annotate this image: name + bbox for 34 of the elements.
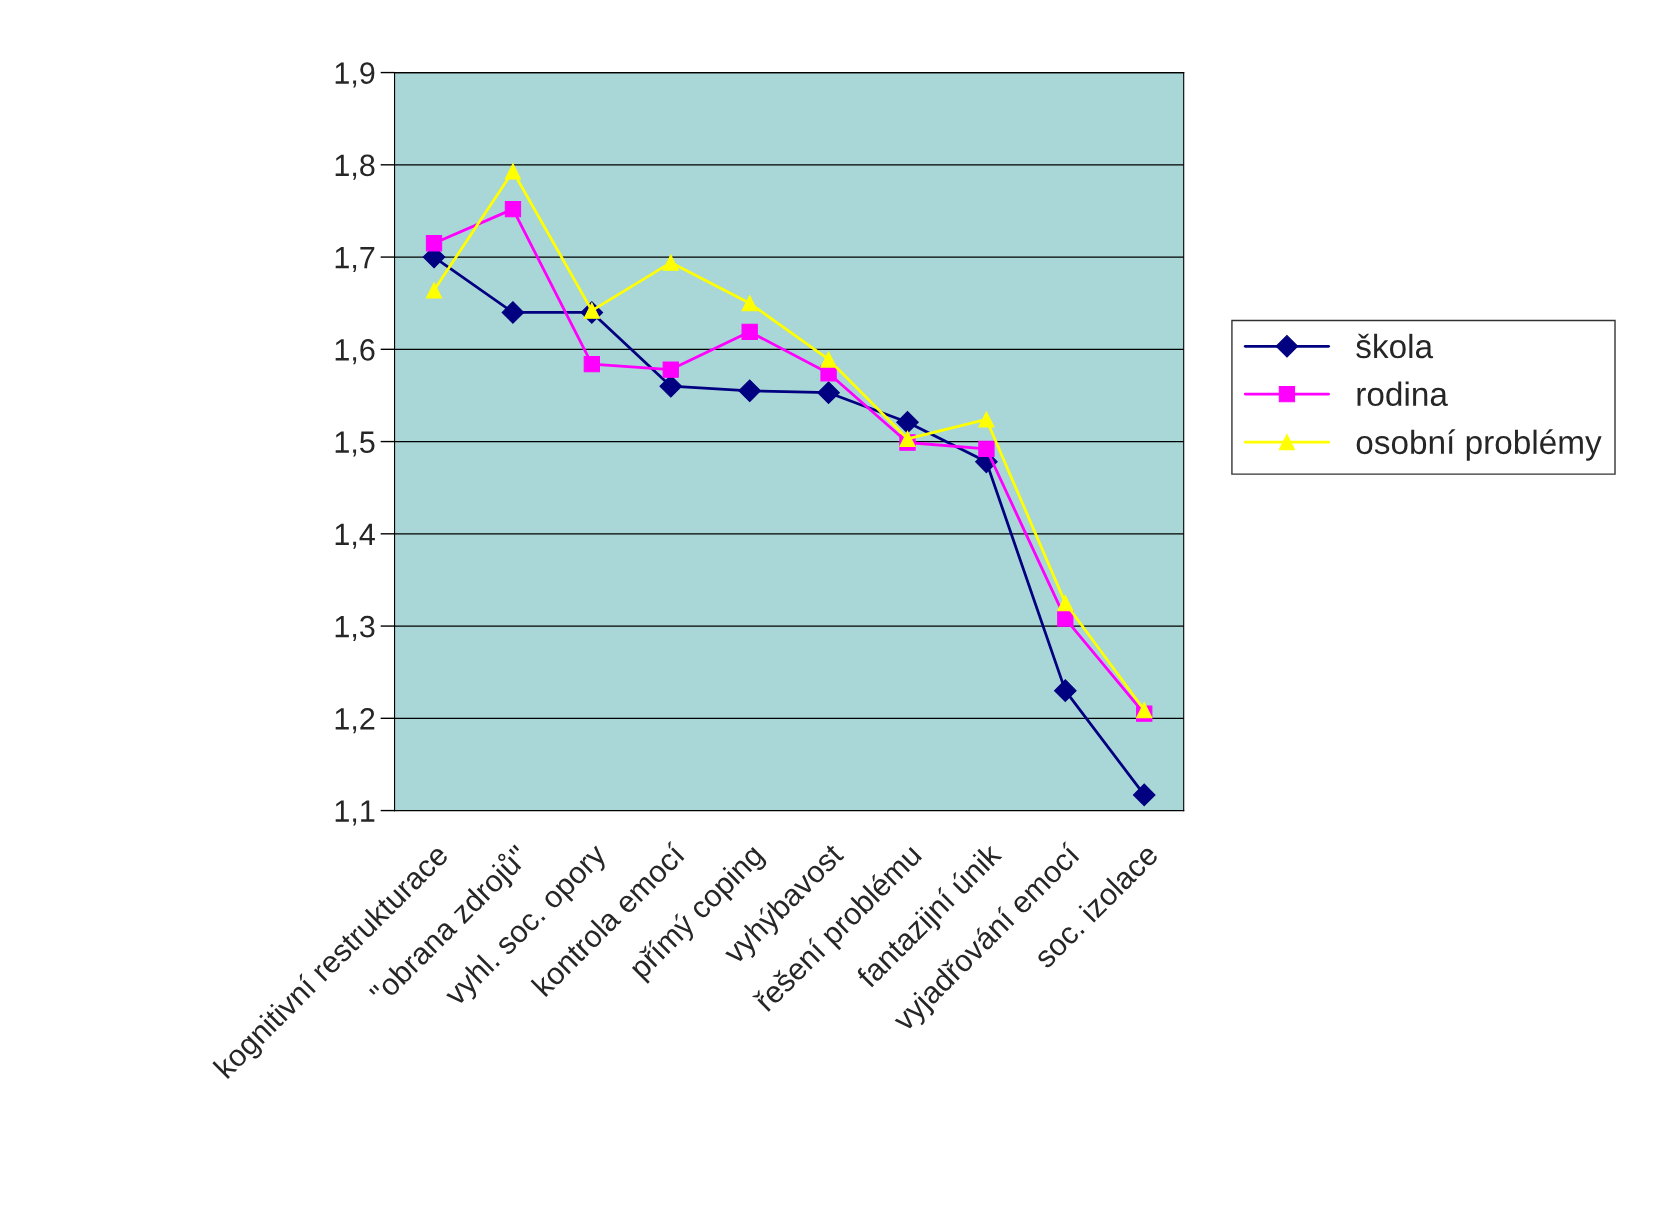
point	[1057, 594, 1074, 612]
legend-label: rodina	[1357, 381, 1448, 407]
point	[1057, 610, 1074, 627]
point	[1054, 679, 1077, 702]
point	[501, 301, 525, 324]
y-tick-label: 1,5	[335, 431, 375, 457]
point	[738, 379, 761, 403]
point	[978, 440, 995, 458]
point	[662, 361, 679, 378]
point	[978, 411, 995, 428]
point	[741, 323, 758, 340]
legend-label: osobní problémy	[1356, 429, 1602, 461]
point	[896, 410, 919, 434]
point	[662, 254, 679, 271]
point	[817, 381, 840, 404]
y-tick-label: 1,9	[335, 62, 375, 88]
legend-label: škola	[1356, 333, 1434, 359]
point	[504, 200, 522, 218]
point	[741, 295, 758, 312]
y-tick-label: 1,1	[335, 800, 375, 826]
point	[820, 351, 837, 368]
point	[425, 282, 443, 299]
y-tick-label: 1,6	[335, 339, 375, 365]
point	[425, 235, 443, 252]
y-tick-label: 1,4	[335, 523, 375, 549]
y-tick-label: 1,2	[335, 708, 375, 734]
y-tick-label: 1,3	[335, 615, 375, 642]
point	[1136, 701, 1153, 719]
y-tick-label: 1,8	[335, 154, 375, 180]
point	[504, 163, 522, 180]
point	[583, 355, 601, 373]
point	[899, 430, 916, 447]
point	[1132, 783, 1156, 807]
y-tick-label: 1,7	[335, 247, 375, 273]
